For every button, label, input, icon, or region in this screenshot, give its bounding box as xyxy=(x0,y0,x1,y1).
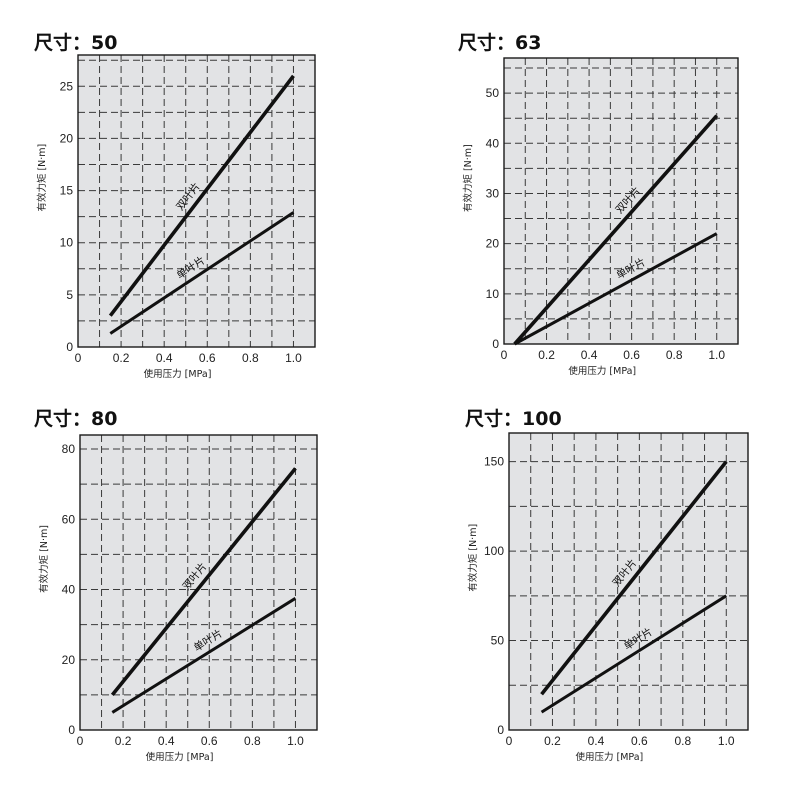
x-tick-label: 0.4 xyxy=(156,351,173,365)
horizontal-gridlines xyxy=(78,59,315,322)
series-line xyxy=(513,114,719,346)
plot-frame xyxy=(503,57,739,345)
y-tick-label: 20 xyxy=(62,653,76,667)
x-tick-label: 0.8 xyxy=(666,348,683,362)
x-tick-label: 1.0 xyxy=(718,734,735,748)
x-tick-label: 1.0 xyxy=(708,348,725,362)
series-line xyxy=(540,460,728,696)
y-tick-label: 0 xyxy=(497,723,504,737)
x-tick-label: 0 xyxy=(75,351,82,365)
y-tick-label: 50 xyxy=(486,86,500,100)
plot-frame xyxy=(77,54,316,348)
y-tick-label: 20 xyxy=(486,237,500,251)
x-axis-title: 使用压力 [MPa] xyxy=(146,751,214,763)
series-line xyxy=(108,74,295,317)
series-line xyxy=(513,232,718,346)
chart-title: 尺寸：63 xyxy=(458,32,542,54)
x-tick-label: 0.2 xyxy=(113,351,130,365)
y-tick-label: 150 xyxy=(484,455,504,469)
x-tick-label: 0.4 xyxy=(158,734,175,748)
x-tick-label: 0.6 xyxy=(199,351,216,365)
y-axis-title: 有效力矩 [N·m] xyxy=(462,144,474,212)
x-tick-label: 0 xyxy=(77,734,84,748)
y-tick-label: 20 xyxy=(60,131,74,145)
chart-title: 尺寸：100 xyxy=(465,408,562,430)
plot-frame xyxy=(79,434,318,731)
y-tick-label: 100 xyxy=(484,544,504,558)
y-tick-label: 80 xyxy=(62,442,76,456)
series-line xyxy=(540,594,728,714)
x-tick-label: 0.4 xyxy=(581,348,598,362)
y-axis-title: 有效力矩 [N·m] xyxy=(36,144,48,212)
y-tick-label: 30 xyxy=(486,186,500,200)
x-tick-label: 1.0 xyxy=(287,734,304,748)
chart-title: 尺寸：50 xyxy=(34,32,118,54)
x-tick-label: 0 xyxy=(506,734,513,748)
y-axis-title: 有效力矩 [N·m] xyxy=(467,524,479,592)
horizontal-gridlines xyxy=(504,67,738,320)
y-tick-label: 60 xyxy=(62,512,76,526)
chart-title: 尺寸：80 xyxy=(34,408,118,430)
x-tick-label: 0.2 xyxy=(538,348,555,362)
x-tick-label: 0.2 xyxy=(115,734,132,748)
y-axis-title: 有效力矩 [N·m] xyxy=(38,525,50,593)
x-axis-title: 使用压力 [MPa] xyxy=(144,368,212,380)
x-tick-label: 0 xyxy=(501,348,508,362)
y-tick-label: 25 xyxy=(60,79,74,93)
y-tick-label: 5 xyxy=(66,288,73,302)
y-tick-label: 0 xyxy=(492,337,499,351)
x-tick-label: 0.6 xyxy=(631,734,648,748)
x-tick-label: 0.8 xyxy=(244,734,261,748)
x-tick-label: 0.6 xyxy=(201,734,218,748)
x-tick-label: 0.8 xyxy=(242,351,259,365)
y-tick-label: 50 xyxy=(491,634,505,648)
x-tick-label: 0.4 xyxy=(588,734,605,748)
y-tick-label: 10 xyxy=(486,287,500,301)
vertical-gridlines xyxy=(524,58,718,344)
y-tick-label: 40 xyxy=(62,583,76,597)
x-tick-label: 0.6 xyxy=(623,348,640,362)
y-tick-label: 40 xyxy=(486,136,500,150)
plot-area xyxy=(504,58,738,344)
x-tick-label: 0.2 xyxy=(544,734,561,748)
series-line xyxy=(111,597,297,714)
y-tick-label: 10 xyxy=(60,236,74,250)
plot-frame xyxy=(508,432,749,731)
horizontal-gridlines xyxy=(80,448,317,696)
x-tick-label: 1.0 xyxy=(285,351,302,365)
series-line xyxy=(110,467,297,697)
x-tick-label: 0.8 xyxy=(674,734,691,748)
y-tick-label: 15 xyxy=(60,184,74,198)
x-axis-title: 使用压力 [MPa] xyxy=(568,365,636,377)
series-line xyxy=(109,211,295,335)
y-tick-label: 0 xyxy=(68,723,75,737)
x-axis-title: 使用压力 [MPa] xyxy=(575,751,643,763)
y-tick-label: 0 xyxy=(66,340,73,354)
